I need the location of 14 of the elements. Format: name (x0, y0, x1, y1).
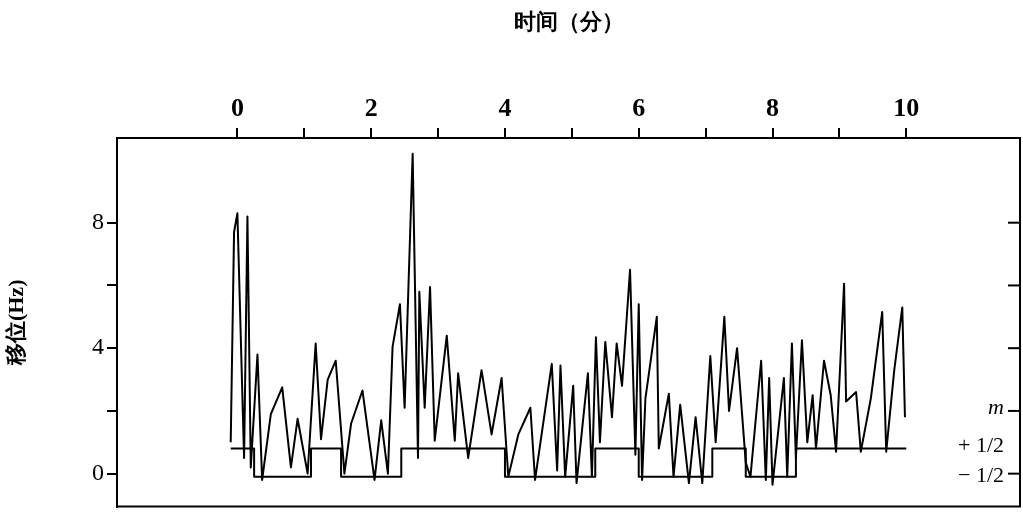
y-tick-label: 0 (92, 458, 104, 485)
x-tick-label: 2 (364, 93, 378, 123)
y-tick-label: 4 (92, 333, 104, 360)
x-tick-label: 0 (230, 93, 244, 123)
annotation: − 1/2 (957, 462, 1004, 488)
x-axis-title: 时间（分） (513, 8, 624, 34)
annotation: + 1/2 (957, 432, 1004, 458)
y-axis-title: 移位(Hz) (2, 279, 28, 367)
annotation: m (988, 394, 1004, 420)
x-tick-label: 8 (766, 93, 780, 123)
x-tick-label: 10 (893, 93, 920, 123)
y-tick-label: 8 (92, 208, 104, 234)
x-tick-label: 4 (498, 93, 512, 123)
x-tick-label: 6 (632, 93, 646, 123)
